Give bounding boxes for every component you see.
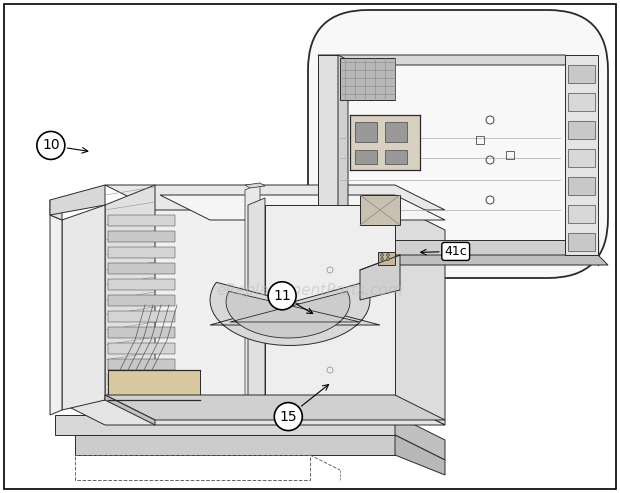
- Polygon shape: [360, 255, 400, 300]
- Circle shape: [381, 253, 384, 256]
- Polygon shape: [108, 370, 200, 400]
- Text: eReplacementParts.com: eReplacementParts.com: [216, 282, 404, 297]
- Polygon shape: [226, 291, 360, 338]
- Polygon shape: [395, 415, 445, 460]
- Polygon shape: [355, 150, 377, 164]
- Polygon shape: [50, 200, 62, 220]
- Polygon shape: [565, 55, 598, 255]
- Polygon shape: [105, 185, 445, 210]
- Polygon shape: [108, 375, 175, 386]
- Polygon shape: [340, 58, 395, 100]
- Circle shape: [386, 257, 389, 260]
- Polygon shape: [108, 295, 175, 306]
- Polygon shape: [568, 149, 595, 167]
- Polygon shape: [245, 183, 265, 188]
- Polygon shape: [108, 263, 175, 274]
- Polygon shape: [385, 122, 407, 142]
- Polygon shape: [105, 185, 155, 400]
- Polygon shape: [105, 395, 445, 420]
- Polygon shape: [318, 55, 338, 255]
- Polygon shape: [75, 435, 395, 455]
- Polygon shape: [62, 205, 105, 410]
- Polygon shape: [568, 233, 595, 251]
- Polygon shape: [318, 255, 608, 265]
- Polygon shape: [378, 252, 395, 265]
- Polygon shape: [318, 240, 598, 255]
- Polygon shape: [245, 183, 260, 400]
- Polygon shape: [108, 359, 175, 370]
- Polygon shape: [50, 185, 105, 215]
- Circle shape: [386, 253, 389, 256]
- Polygon shape: [108, 247, 175, 258]
- Polygon shape: [50, 215, 62, 415]
- Polygon shape: [105, 205, 395, 400]
- Polygon shape: [568, 65, 595, 83]
- Polygon shape: [395, 435, 445, 475]
- Polygon shape: [248, 198, 265, 400]
- Bar: [506, 151, 514, 159]
- Polygon shape: [105, 395, 155, 425]
- Polygon shape: [338, 55, 348, 260]
- Polygon shape: [350, 115, 420, 170]
- Text: 15: 15: [280, 410, 297, 423]
- Polygon shape: [360, 195, 400, 225]
- Circle shape: [37, 132, 65, 159]
- Text: 11: 11: [273, 289, 291, 303]
- Polygon shape: [108, 231, 175, 242]
- Polygon shape: [210, 282, 380, 346]
- Text: 41c: 41c: [445, 245, 467, 258]
- Polygon shape: [265, 205, 395, 400]
- Circle shape: [381, 257, 384, 260]
- Polygon shape: [568, 205, 595, 223]
- Polygon shape: [568, 177, 595, 195]
- Polygon shape: [108, 215, 175, 226]
- Polygon shape: [568, 121, 595, 139]
- Polygon shape: [568, 93, 595, 111]
- Polygon shape: [385, 150, 407, 164]
- Polygon shape: [160, 195, 445, 220]
- Polygon shape: [108, 343, 175, 354]
- Polygon shape: [55, 400, 445, 425]
- Polygon shape: [55, 415, 395, 435]
- Bar: [476, 136, 484, 144]
- Polygon shape: [395, 205, 445, 425]
- Circle shape: [274, 403, 303, 430]
- Polygon shape: [318, 55, 575, 65]
- Polygon shape: [108, 279, 175, 290]
- Text: 10: 10: [42, 139, 60, 152]
- Polygon shape: [108, 311, 175, 322]
- Polygon shape: [355, 122, 377, 142]
- Polygon shape: [108, 327, 175, 338]
- Polygon shape: [108, 391, 175, 402]
- FancyBboxPatch shape: [308, 10, 608, 278]
- Circle shape: [268, 282, 296, 310]
